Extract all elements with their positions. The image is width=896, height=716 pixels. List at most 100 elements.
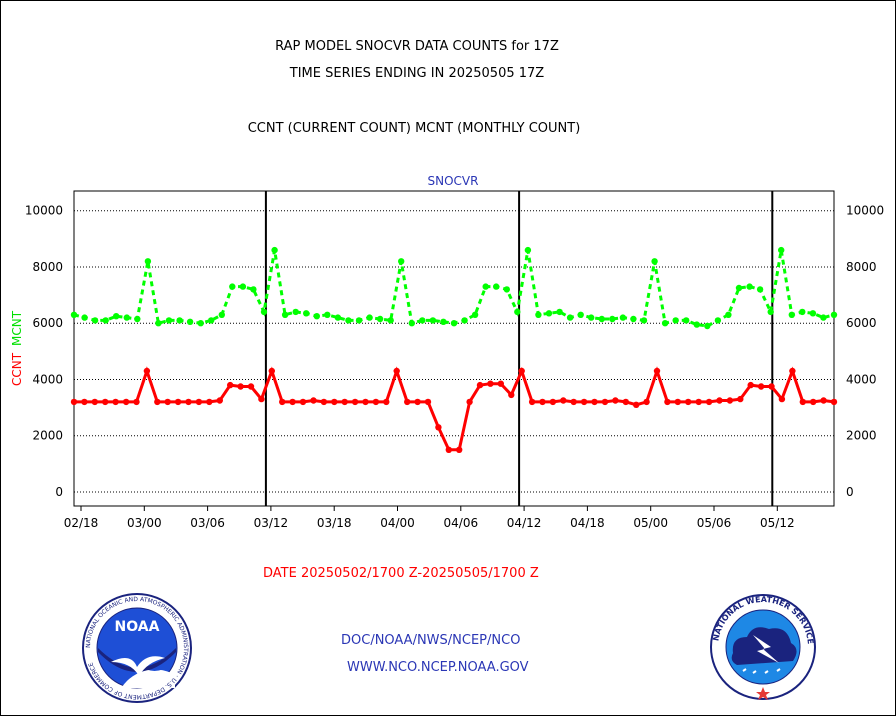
data-point-mcnt — [493, 283, 500, 290]
data-point-mcnt — [229, 283, 236, 290]
data-point-ccnt — [570, 398, 577, 406]
plot-area — [73, 190, 835, 507]
y-axis-label-mcnt: MCNT — [10, 310, 24, 346]
data-point-ccnt — [799, 398, 806, 406]
data-point-ccnt — [289, 398, 296, 406]
data-point-ccnt — [102, 398, 109, 406]
data-point-mcnt — [725, 311, 732, 318]
data-point-ccnt — [351, 398, 359, 406]
data-point-mcnt — [165, 317, 173, 324]
data-point-mcnt — [366, 314, 373, 321]
data-point-mcnt — [672, 317, 679, 324]
y-tick-label-left: 8000 — [32, 260, 63, 274]
data-point-ccnt — [580, 398, 588, 406]
data-point-ccnt — [810, 398, 817, 406]
data-point-mcnt — [471, 311, 479, 318]
data-point-ccnt — [539, 398, 546, 406]
data-point-ccnt — [757, 383, 765, 390]
y-tick-label-right: 4000 — [846, 372, 877, 386]
x-tick-label: 05/00 — [633, 516, 668, 530]
data-point-ccnt — [830, 398, 838, 406]
data-point-ccnt — [206, 398, 213, 406]
data-point-ccnt — [518, 367, 525, 375]
x-tick-label: 04/00 — [380, 516, 415, 530]
data-point-ccnt — [310, 397, 317, 404]
data-point-mcnt — [250, 286, 257, 293]
data-point-mcnt — [134, 315, 141, 323]
data-point-ccnt — [258, 395, 265, 403]
data-point-mcnt — [123, 314, 130, 321]
data-point-mcnt — [704, 322, 711, 330]
data-point-mcnt — [176, 317, 183, 324]
y-tick-label-right: 2000 — [846, 429, 877, 443]
data-point-ccnt — [404, 398, 411, 406]
data-point-ccnt — [549, 398, 557, 406]
data-point-mcnt — [408, 320, 415, 327]
data-point-mcnt — [767, 308, 774, 316]
x-tick-label: 03/18 — [317, 516, 352, 530]
data-point-ccnt — [528, 398, 536, 406]
noaa-logo-text: NOAA — [115, 619, 160, 635]
data-point-mcnt — [419, 317, 426, 324]
data-point-mcnt — [461, 317, 468, 324]
date-range-label: DATE 20250502/1700 Z-20250505/1700 Z — [263, 566, 539, 581]
data-point-ccnt — [320, 398, 328, 406]
y-tick-label-right: 8000 — [846, 260, 877, 274]
data-point-ccnt — [685, 398, 692, 406]
data-point-mcnt — [714, 317, 722, 324]
data-point-ccnt — [695, 398, 702, 406]
x-tick-label: 03/00 — [127, 516, 162, 530]
data-point-ccnt — [185, 398, 192, 406]
data-point-mcnt — [735, 284, 743, 292]
data-point-ccnt — [299, 398, 307, 406]
data-point-ccnt — [341, 398, 348, 406]
data-point-ccnt — [164, 398, 171, 406]
data-point-mcnt — [292, 308, 299, 316]
data-point-mcnt — [281, 311, 289, 318]
data-point-ccnt — [393, 367, 400, 375]
data-point-ccnt — [664, 398, 671, 406]
x-tick-label: 03/12 — [254, 516, 289, 530]
national-weather-service-logo: NATIONAL WEATHER SERVICE — [710, 594, 816, 700]
data-point-ccnt — [497, 380, 504, 387]
data-point-ccnt — [174, 398, 182, 406]
title-line-1: RAP MODEL SNOCVR DATA COUNTS for 17Z — [275, 39, 559, 54]
data-point-ccnt — [674, 398, 681, 406]
data-point-ccnt — [716, 397, 723, 404]
x-tick-label: 04/18 — [570, 516, 605, 530]
data-point-ccnt — [737, 395, 744, 403]
data-point-mcnt — [482, 283, 489, 290]
data-point-mcnt — [778, 246, 785, 254]
data-point-ccnt — [508, 391, 515, 399]
title-line-2: TIME SERIES ENDING IN 20250505 17Z — [289, 66, 545, 81]
data-point-mcnt — [186, 318, 194, 325]
data-point-mcnt — [820, 314, 827, 321]
chart-subtitle: CCNT (CURRENT COUNT) MCNT (MONTHLY COUNT… — [247, 121, 581, 136]
y-tick-label-left: 4000 — [32, 372, 63, 386]
data-point-mcnt — [545, 310, 553, 317]
data-point-mcnt — [524, 246, 532, 254]
data-point-ccnt — [778, 395, 786, 403]
data-point-mcnt — [746, 283, 753, 290]
data-point-mcnt — [155, 320, 162, 327]
data-point-mcnt — [355, 317, 363, 324]
data-point-mcnt — [102, 317, 109, 324]
data-point-mcnt — [387, 317, 394, 324]
data-point-mcnt — [197, 320, 204, 327]
data-point-mcnt — [303, 310, 310, 317]
data-point-mcnt — [630, 315, 637, 323]
data-point-mcnt — [693, 321, 700, 328]
data-point-mcnt — [70, 311, 78, 318]
data-point-ccnt — [643, 398, 650, 406]
data-point-ccnt — [747, 381, 754, 389]
x-tick-label: 03/06 — [190, 516, 225, 530]
data-point-ccnt — [456, 446, 463, 453]
chart-title: SNOCVR — [428, 174, 479, 188]
data-point-mcnt — [208, 317, 215, 324]
series-line-ccnt — [74, 366, 835, 452]
x-tick-label: 05/06 — [697, 516, 732, 530]
data-point-ccnt — [445, 446, 452, 453]
footer-website: WWW.NCO.NCEP.NOAA.GOV — [347, 660, 529, 675]
data-point-mcnt — [756, 286, 764, 293]
y-tick-label-right: 6000 — [846, 316, 877, 330]
